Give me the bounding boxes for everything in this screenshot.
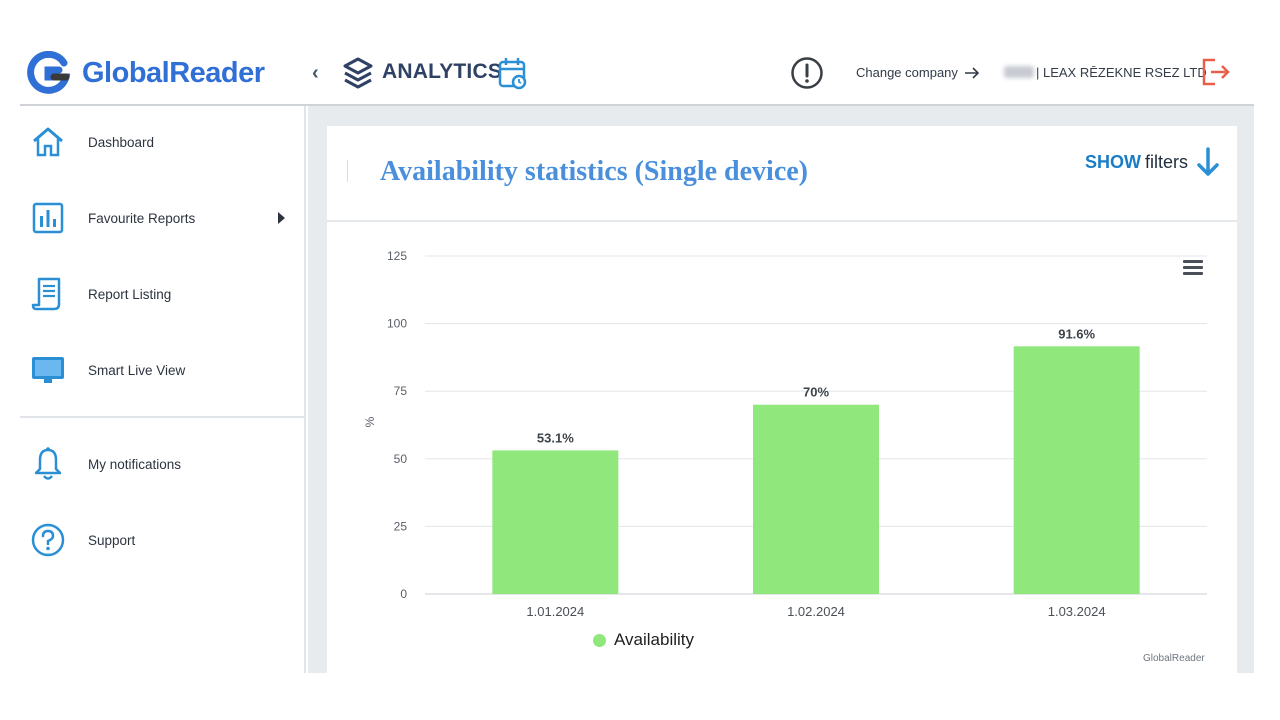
app-frame: GlobalReader ‹ ANALYTICS Change company [20, 40, 1254, 673]
card-header: Availability statistics (Single device) … [327, 126, 1237, 222]
chart-bar [492, 450, 619, 594]
globalreader-logo-icon [27, 51, 70, 94]
title-accent-bar [347, 160, 348, 182]
chart-menu-icon[interactable] [1183, 260, 1203, 276]
alert-icon[interactable] [790, 56, 824, 90]
home-icon [33, 127, 63, 157]
sidebar-item-support[interactable]: Support [20, 514, 306, 566]
y-tick-label: 50 [394, 452, 408, 466]
company-name: | LEAX RĒZEKNE RSEZ LTD [1036, 65, 1207, 80]
sidebar: Dashboard Favourite Reports Report Listi… [20, 106, 306, 673]
brand-name: GlobalReader [82, 56, 265, 89]
change-company-link[interactable]: Change company [856, 65, 980, 80]
y-axis-label: % [363, 416, 377, 427]
legend-dot-icon [593, 633, 606, 647]
bell-icon [34, 447, 62, 480]
sidebar-item-favourite-reports[interactable]: Favourite Reports [20, 192, 306, 244]
back-chevron-icon[interactable]: ‹ [312, 62, 319, 84]
y-tick-label: 75 [394, 384, 408, 398]
section-title: ANALYTICS [382, 60, 503, 83]
help-circle-icon [31, 523, 65, 557]
sidebar-item-dashboard[interactable]: Dashboard [20, 116, 306, 168]
sidebar-divider [20, 416, 306, 418]
chart-credit: GlobalReader [1143, 653, 1205, 664]
y-tick-label: 0 [400, 587, 407, 601]
sidebar-item-report-listing[interactable]: Report Listing [20, 268, 306, 320]
caret-right-icon [278, 212, 285, 224]
sidebar-item-label: Support [88, 532, 136, 548]
y-tick-label: 100 [387, 317, 407, 331]
legend-label: Availability [614, 630, 695, 649]
sidebar-item-label: Report Listing [88, 286, 172, 302]
chart-bar [753, 404, 879, 594]
sidebar-item-label: My notifications [88, 456, 182, 472]
page-title: Availability statistics (Single device) [380, 156, 808, 187]
availability-chart: 0 25 50 75 100 125% 53.1% 1.01.2024 70% 1.02.2024… [363, 249, 1207, 619]
sidebar-item-label: Dashboard [88, 134, 155, 150]
show-filters-button[interactable]: SHOW filters [1085, 146, 1222, 178]
filters-label: filters [1145, 151, 1189, 172]
x-tick-label: 1.02.2024 [787, 604, 845, 619]
data-label: 53.1% [537, 430, 574, 445]
monitor-icon [32, 357, 64, 383]
chart-legend-item[interactable]: Availability [593, 630, 694, 650]
y-tick-label: 125 [387, 249, 407, 263]
change-company-label: Change company [856, 65, 958, 80]
data-label: 91.6% [1058, 326, 1095, 341]
calendar-clock-icon[interactable] [497, 56, 529, 90]
sidebar-item-smart-live-view[interactable]: Smart Live View [20, 344, 306, 396]
x-tick-label: 1.01.2024 [526, 604, 584, 619]
bar-chart-icon [32, 202, 64, 234]
brand-logo[interactable]: GlobalReader [26, 51, 265, 95]
blurred-user-name [1004, 66, 1034, 78]
sidebar-item-label: Smart Live View [88, 362, 186, 378]
top-header: GlobalReader ‹ ANALYTICS Change company [20, 40, 1254, 106]
chart-bar [1013, 346, 1140, 594]
document-list-icon [31, 277, 61, 311]
x-tick-label: 1.03.2024 [1048, 604, 1106, 619]
chart-area: 0 25 50 75 100 125% 53.1% 1.01.2024 70% 1.02.2024… [327, 224, 1237, 673]
sidebar-item-my-notifications[interactable]: My notifications [20, 438, 306, 490]
show-label: SHOW [1085, 151, 1141, 172]
report-card: Availability statistics (Single device) … [327, 126, 1237, 673]
data-label: 70% [803, 385, 829, 400]
layers-icon [343, 57, 373, 89]
sidebar-item-label: Favourite Reports [88, 210, 196, 226]
y-tick-label: 25 [394, 519, 408, 533]
logout-icon[interactable] [1200, 56, 1232, 88]
arrow-down-icon [1197, 147, 1219, 176]
arrow-right-icon [964, 66, 980, 79]
